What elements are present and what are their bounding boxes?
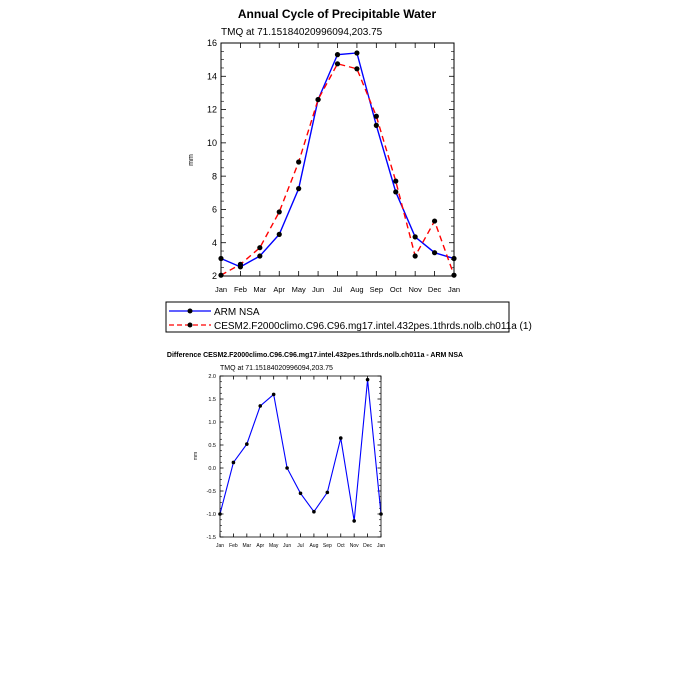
chart1-series-0-point (373, 122, 379, 128)
legend-marker-cesm2 (187, 322, 193, 328)
chart2-series-0-point (285, 466, 289, 470)
chart2-xtick-label: May (269, 543, 279, 549)
chart2-xtick-label: Jan (377, 543, 385, 549)
chart1-plot-frame (220, 42, 455, 277)
chart1-ytick-label: 4 (212, 238, 217, 248)
chart2-series-0-point (365, 377, 370, 382)
chart1-subtitle: TMQ at 71.15184020996094,203.75 (221, 27, 383, 38)
chart1-xtick-label: Mar (253, 285, 266, 294)
chart1-series-0-point (334, 52, 341, 58)
chart2-subtitle: TMQ at 71.15184020996094,203.75 (220, 365, 333, 372)
chart1-ytick-label: 2 (212, 271, 217, 281)
chart2-xtick-label: Jan (216, 543, 224, 549)
chart1-xtick-label: May (292, 285, 306, 294)
chart2-xtick-label: Aug (309, 543, 318, 549)
chart2-xtick-label: Jun (283, 543, 291, 549)
chart2-ytick-label: 1.0 (208, 420, 216, 426)
chart2-title: Difference CESM2.F2000climo.C96.C96.mg17… (167, 352, 463, 359)
chart1-xtick-label: Jul (333, 285, 343, 294)
chart2-xtick-label: Oct (337, 543, 345, 549)
chart1-series-1-point (431, 218, 438, 224)
chart2-ytick-label: -1.0 (207, 512, 216, 518)
legend-frame (165, 301, 510, 333)
chart1-ytick-label: 10 (207, 138, 217, 148)
chart2-ytick-label: 1.5 (208, 397, 216, 403)
chart1-series-1-point (237, 261, 244, 267)
chart1-series-0-point (431, 250, 438, 256)
chart2-plot-frame (219, 375, 382, 538)
chart1-xtick-label: Aug (350, 285, 363, 294)
chart1-xtick-label: Jan (215, 285, 227, 294)
chart1-xtick-label: Jan (448, 285, 460, 294)
chart2-series-0-point (312, 509, 316, 514)
chart2-xtick-label: Sep (323, 543, 332, 549)
chart2-series-0-point (325, 490, 330, 495)
chart2-axes: -1.5 -1.0 -0.5 0.0 0.5 1.0 1.5 2.0 Jan Feb Mar Apr M… (207, 374, 386, 549)
chart1-xtick-label: Dec (428, 285, 442, 294)
chart2-xtick-label: Apr (256, 543, 264, 549)
chart1-series-1-point (393, 178, 399, 184)
chart1-series-0-point (412, 234, 418, 240)
chart1-series-1-point (373, 113, 379, 119)
chart1-title: Annual Cycle of Precipitable Water (238, 7, 437, 21)
chart1-ytick-label: 8 (212, 171, 217, 181)
chart2-series-0-point (338, 436, 343, 440)
chart2-series-group (218, 377, 383, 523)
chart1-ytick-label: 6 (212, 205, 217, 215)
chart1-ytick-label: 12 (207, 105, 217, 115)
chart1-series-1-point (334, 61, 341, 67)
chart2-xtick-label: Feb (229, 543, 238, 549)
chart1-xtick-label: Feb (234, 285, 247, 294)
chart1-series-0-point (257, 253, 263, 259)
chart1-series-1-point (276, 209, 282, 215)
chart2-series-0-point (231, 460, 236, 465)
chart1-series-1-point (257, 245, 263, 251)
legend-label-arm-nsa: ARM NSA (214, 307, 260, 318)
chart1-xtick-label: Sep (370, 285, 383, 294)
chart1-series-1-point (296, 159, 302, 165)
chart2-ytick-label: 2.0 (208, 374, 216, 380)
chart1-series-0-point (393, 189, 399, 195)
chart2-series-0-point (271, 392, 276, 397)
chart1-xtick-label: Jun (312, 285, 324, 294)
chart2-series-0-point (258, 404, 263, 408)
chart1-ylabel: mm (188, 154, 195, 166)
chart2-xtick-label: Mar (243, 543, 252, 549)
chart1-ytick-label: 16 (207, 38, 217, 48)
chart2-ytick-label: -1.5 (207, 535, 216, 541)
chart1-series-0-point (296, 186, 302, 192)
chart2-series-0-point (352, 519, 356, 523)
chart1-xtick-label: Apr (273, 285, 285, 294)
chart2-xtick-label: Nov (350, 543, 359, 549)
legend-marker-arm-nsa (187, 308, 193, 314)
chart2-xtick-label: Dec (363, 543, 372, 549)
chart1-series-1-point (412, 253, 418, 259)
chart1-legend: ARM NSA CESM2.F2000climo.C96.C96.mg17.in… (165, 301, 532, 333)
chart2-series-0-point (298, 491, 303, 496)
chart1-xtick-label: Oct (390, 285, 403, 294)
difference-chart: Difference CESM2.F2000climo.C96.C96.mg17… (167, 352, 463, 549)
chart1-series-0-point (276, 231, 282, 237)
legend-label-cesm2: CESM2.F2000climo.C96.C96.mg17.intel.432p… (214, 321, 532, 332)
chart2-series-0-point (245, 442, 249, 446)
chart1-ytick-label: 14 (207, 71, 217, 81)
chart1-xtick-label: Nov (408, 285, 422, 294)
annual-cycle-chart: Annual Cycle of Precipitable Water TMQ a… (188, 7, 460, 294)
chart2-xtick-label: Jul (297, 543, 303, 549)
chart2-ylabel: mm (193, 452, 199, 460)
chart1-series-0-point (354, 50, 360, 56)
chart1-series-1-point (354, 66, 360, 72)
chart1-series-1-point (315, 96, 321, 103)
chart2-ytick-label: -0.5 (207, 489, 216, 495)
chart2-ytick-label: 0.5 (208, 443, 216, 449)
chart2-ytick-label: 0.0 (208, 466, 216, 472)
